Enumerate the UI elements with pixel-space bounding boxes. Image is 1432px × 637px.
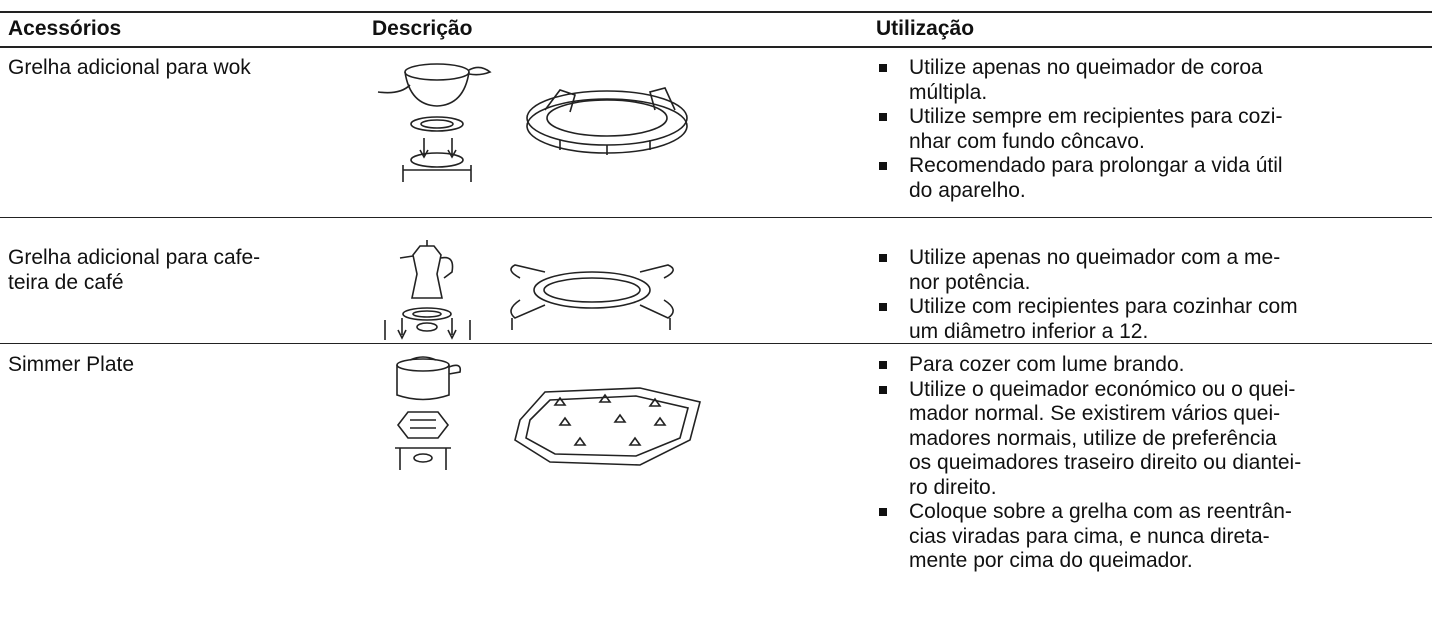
column-header: Utilização bbox=[876, 17, 975, 40]
usage-text: madores normais, utilize de preferência bbox=[909, 426, 1277, 450]
usage-text: cias viradas para cima, e nunca direta- bbox=[909, 524, 1270, 548]
column-header: Acessórios bbox=[8, 17, 122, 40]
accessory-name: Grelha adicional para cafe- bbox=[8, 246, 261, 269]
usage-text: mador normal. Se existirem vários quei- bbox=[909, 402, 1281, 425]
usage-text: Utilize apenas no queimador com a me- bbox=[909, 246, 1281, 269]
usage-text: Utilize o queimador económico ou o quei- bbox=[909, 377, 1296, 401]
wok-grate-illustration bbox=[526, 87, 688, 155]
bullet bbox=[879, 385, 887, 394]
row-rule bbox=[0, 217, 1432, 218]
usage-text: múltipla. bbox=[909, 80, 988, 104]
bullet bbox=[879, 162, 887, 170]
wok-illustration bbox=[377, 63, 492, 182]
moka-grate-illustration bbox=[510, 264, 674, 330]
bullet bbox=[879, 254, 887, 262]
usage-text: Para cozer com lume brando. bbox=[909, 353, 1185, 376]
usage-text: Utilize sempre em recipientes para cozi- bbox=[909, 105, 1283, 128]
usage-text: Coloque sobre a grelha com as reentrân- bbox=[909, 500, 1292, 523]
simmer-illustration bbox=[395, 356, 462, 470]
bullet bbox=[879, 303, 887, 311]
usage-text: nor potência. bbox=[909, 270, 1031, 294]
accessory-name: Simmer Plate bbox=[8, 353, 135, 376]
moka-illustration bbox=[384, 240, 471, 340]
simmer-plate-illustration bbox=[514, 387, 701, 466]
usage-text: ro direito. bbox=[909, 475, 997, 499]
usage-text: Utilize apenas no queimador de coroa bbox=[909, 56, 1263, 79]
accessory-name: teira de café bbox=[8, 270, 124, 294]
usage-text: um diâmetro inferior a 12. bbox=[909, 319, 1149, 343]
header-rule bbox=[0, 46, 1432, 48]
bullet bbox=[879, 113, 887, 121]
usage-text: os queimadores traseiro direito ou diant… bbox=[909, 451, 1302, 474]
column-header: Descrição bbox=[372, 17, 473, 40]
row-rule bbox=[0, 343, 1432, 344]
bullet bbox=[879, 361, 887, 369]
usage-text: Recomendado para prolongar a vida útil bbox=[909, 154, 1283, 177]
bullet bbox=[879, 508, 887, 516]
bullet bbox=[879, 64, 887, 72]
usage-text: do aparelho. bbox=[909, 178, 1026, 202]
usage-text: Utilize com recipientes para cozinhar co… bbox=[909, 295, 1298, 318]
top-rule bbox=[0, 11, 1432, 13]
usage-text: mente por cima do queimador. bbox=[909, 549, 1193, 572]
usage-text: nhar com fundo côncavo. bbox=[909, 129, 1145, 153]
accessory-name: Grelha adicional para wok bbox=[8, 56, 251, 79]
